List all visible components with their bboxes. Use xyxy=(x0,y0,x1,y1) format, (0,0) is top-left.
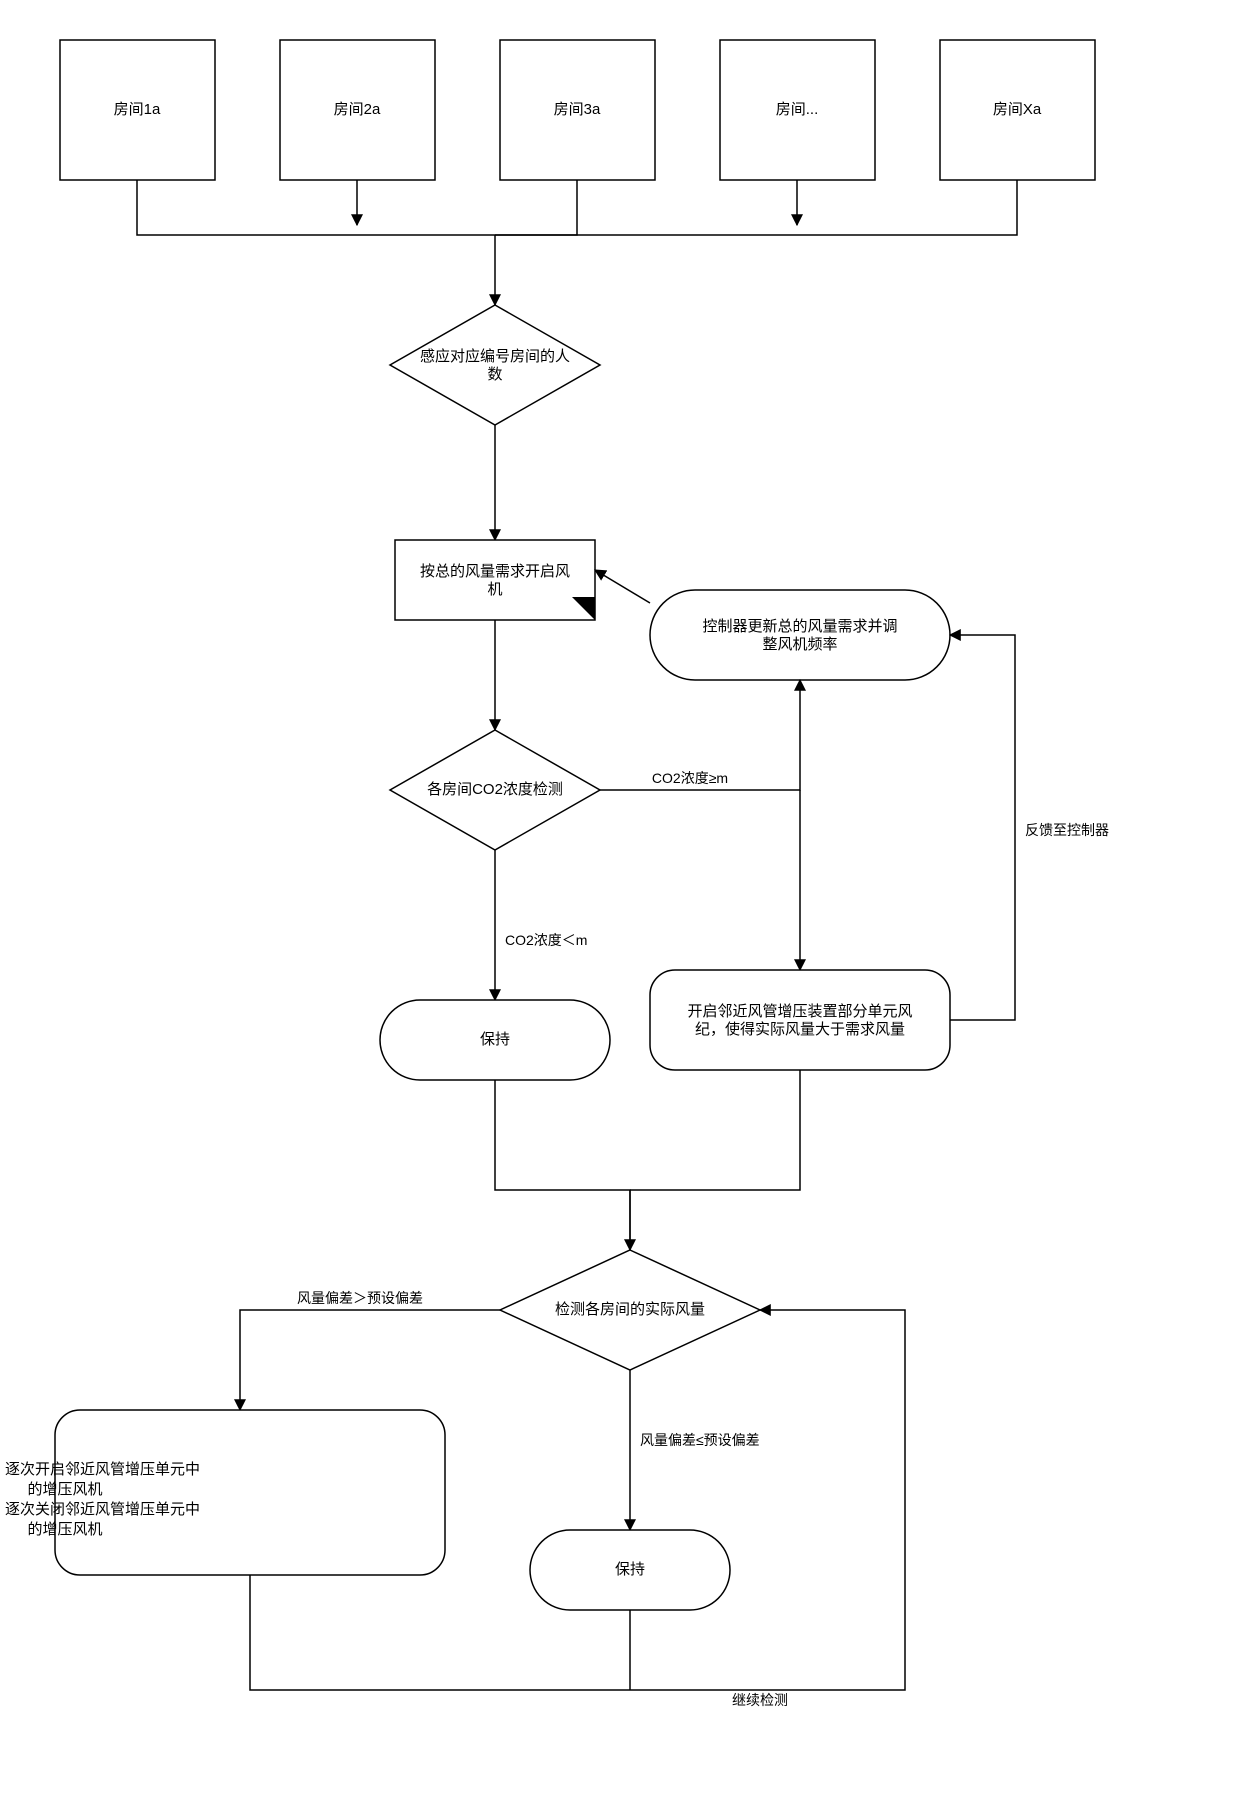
svg-text:的增压风机: 的增压风机 xyxy=(27,1481,102,1498)
label-continue: 继续检测 xyxy=(732,1692,788,1708)
node-start-fan: 按总的风量需求开启风 机 xyxy=(395,540,595,620)
svg-text:保持: 保持 xyxy=(480,1031,510,1048)
svg-text:控制器更新总的风量需求并调: 控制器更新总的风量需求并调 xyxy=(702,618,897,635)
svg-text:纪，使得实际风量大于需求风量: 纪，使得实际风量大于需求风量 xyxy=(695,1021,905,1038)
svg-text:风量偏大，逐次关闭邻近风管增压单元中: 风量偏大，逐次关闭邻近风管增压单元中 xyxy=(0,1501,200,1518)
svg-text:风量偏小：逐次开启邻近风管增压单元中: 风量偏小：逐次开启邻近风管增压单元中 xyxy=(0,1461,200,1478)
node-room4: 房间... xyxy=(720,40,875,180)
svg-text:房间Xa: 房间Xa xyxy=(993,101,1042,118)
svg-text:的增压风机: 的增压风机 xyxy=(27,1521,102,1538)
label-feedback: 反馈至控制器 xyxy=(1025,822,1109,838)
svg-text:各房间CO2浓度检测: 各房间CO2浓度检测 xyxy=(427,781,563,798)
label-dev-gt: 风量偏差＞预设偏差 xyxy=(297,1290,423,1306)
node-airflow-check: 检测各房间的实际风量 xyxy=(500,1250,760,1370)
svg-text:整风机频率: 整风机频率 xyxy=(762,636,837,653)
node-controller-update: 控制器更新总的风量需求并调 整风机频率 xyxy=(650,590,950,680)
svg-text:房间...: 房间... xyxy=(776,101,819,118)
node-room5: 房间Xa xyxy=(940,40,1095,180)
node-keep-1: 保持 xyxy=(380,1000,610,1080)
label-co2-lt: CO2浓度＜m xyxy=(505,932,587,948)
node-room1: 房间1a xyxy=(60,40,215,180)
label-co2-ge: CO2浓度≥m xyxy=(652,770,728,786)
label-dev-le: 风量偏差≤预设偏差 xyxy=(640,1432,760,1448)
svg-text:房间2a: 房间2a xyxy=(334,101,381,118)
svg-text:房间3a: 房间3a xyxy=(554,101,601,118)
svg-text:数: 数 xyxy=(487,366,502,383)
node-room2: 房间2a xyxy=(280,40,435,180)
node-keep-2: 保持 xyxy=(530,1530,730,1610)
svg-text:感应对应编号房间的人: 感应对应编号房间的人 xyxy=(420,347,570,365)
flowchart-canvas: 房间1a 房间2a 房间3a 房间... 房间Xa 感应对应编号房间的人 数 按… xyxy=(0,0,1240,1798)
svg-text:机: 机 xyxy=(487,581,502,598)
node-sense-people: 感应对应编号房间的人 数 xyxy=(390,305,600,425)
node-co2-check: 各房间CO2浓度检测 xyxy=(390,730,600,850)
svg-text:房间1a: 房间1a xyxy=(114,101,161,118)
svg-text:检测各房间的实际风量: 检测各房间的实际风量 xyxy=(555,1301,705,1318)
node-room3: 房间3a xyxy=(500,40,655,180)
node-open-booster: 开启邻近风管增压装置部分单元风 纪，使得实际风量大于需求风量 xyxy=(650,970,950,1070)
svg-text:开启邻近风管增压装置部分单元风: 开启邻近风管增压装置部分单元风 xyxy=(687,1003,912,1020)
node-adjust-booster: 风量偏小：逐次开启邻近风管增压单元中 的增压风机 风量偏大，逐次关闭邻近风管增压… xyxy=(0,1410,445,1575)
svg-text:按总的风量需求开启风: 按总的风量需求开启风 xyxy=(420,563,570,580)
svg-text:保持: 保持 xyxy=(615,1561,645,1578)
